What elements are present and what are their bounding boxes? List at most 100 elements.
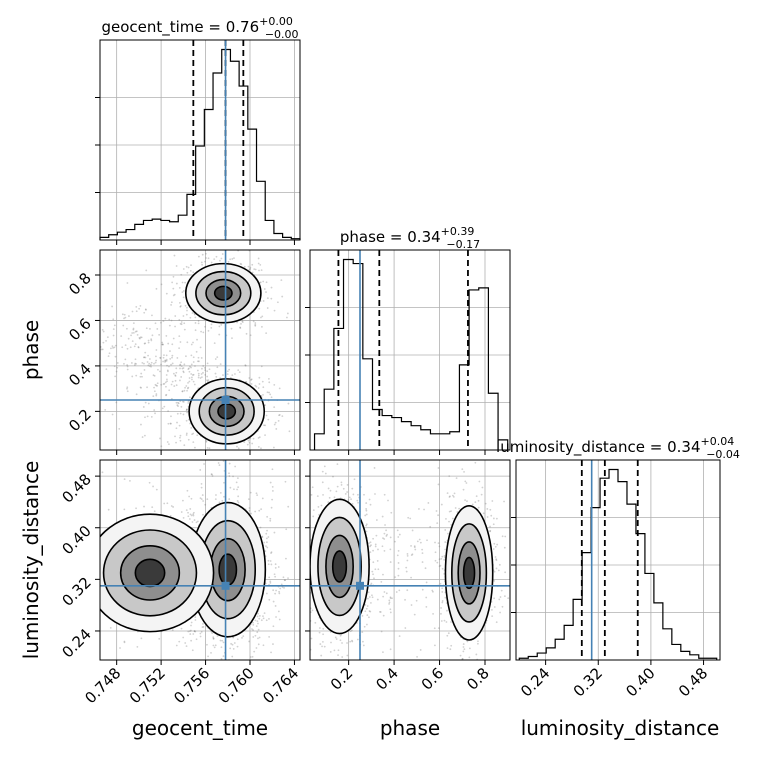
- scatter-point: [474, 501, 477, 504]
- scatter-point: [130, 334, 132, 337]
- scatter-point: [269, 580, 272, 583]
- scatter-point: [269, 581, 272, 584]
- scatter-point: [440, 557, 443, 560]
- scatter-point: [462, 646, 465, 648]
- scatter-point: [243, 441, 246, 443]
- scatter-point: [389, 608, 392, 611]
- scatter-point: [189, 513, 192, 516]
- scatter-point: [405, 570, 408, 573]
- scatter-point: [474, 461, 477, 464]
- scatter-point: [494, 545, 497, 548]
- scatter-point: [155, 384, 158, 387]
- scatter-point: [204, 369, 207, 372]
- scatter-point: [194, 322, 197, 324]
- scatter-point: [192, 511, 195, 514]
- scatter-point: [150, 361, 153, 364]
- truth-marker: [221, 396, 230, 404]
- scatter-point: [278, 618, 281, 621]
- scatter-point: [116, 362, 119, 364]
- scatter-point: [270, 286, 273, 289]
- scatter-point: [200, 373, 203, 375]
- scatter-point: [497, 569, 500, 572]
- scatter-point: [214, 644, 217, 647]
- scatter-point: [121, 665, 123, 667]
- scatter-point: [266, 307, 269, 309]
- panel-geocent-time-vs-phase: 0.2 0.4 0.6 0.8: [65, 249, 301, 455]
- scatter-point: [306, 511, 308, 513]
- scatter-point: [137, 346, 140, 348]
- scatter-point: [344, 493, 347, 495]
- scatter-point: [211, 473, 213, 476]
- scatter-point: [111, 413, 114, 416]
- scatter-point: [179, 434, 182, 437]
- scatter-point: [260, 447, 262, 450]
- scatter-point: [486, 508, 489, 510]
- scatter-point: [230, 642, 233, 645]
- scatter-point: [133, 345, 136, 348]
- scatter-point: [493, 597, 496, 600]
- scatter-point: [374, 493, 376, 495]
- scatter-point: [144, 308, 147, 311]
- scatter-point: [346, 654, 349, 657]
- scatter-point: [125, 327, 128, 330]
- scatter-point: [207, 257, 210, 260]
- scatter-point: [275, 616, 277, 618]
- scatter-point: [271, 498, 274, 501]
- scatter-point: [398, 635, 401, 638]
- scatter-point: [438, 545, 441, 548]
- scatter-point: [254, 634, 257, 637]
- scatter-point: [257, 257, 260, 260]
- scatter-point: [372, 573, 374, 576]
- scatter-point: [178, 347, 181, 350]
- scatter-point: [180, 405, 183, 408]
- scatter-point: [312, 448, 314, 450]
- scatter-point: [162, 360, 164, 363]
- scatter-point: [380, 630, 383, 633]
- scatter-point: [312, 515, 315, 518]
- scatter-point: [258, 617, 261, 620]
- scatter-point: [369, 610, 372, 613]
- scatter-point: [349, 630, 352, 633]
- scatter-point: [410, 576, 412, 579]
- scatter-point: [434, 551, 437, 554]
- scatter-point: [202, 365, 205, 367]
- scatter-point: [231, 452, 233, 454]
- scatter-point: [273, 309, 276, 312]
- scatter-point: [310, 493, 313, 496]
- scatter-point: [59, 623, 61, 625]
- scatter-point: [189, 422, 191, 425]
- scatter-point: [346, 642, 348, 644]
- scatter-point: [214, 358, 217, 360]
- scatter-point: [252, 320, 255, 323]
- scatter-point: [269, 393, 272, 396]
- scatter-point: [179, 322, 182, 325]
- scatter-point: [168, 318, 171, 321]
- scatter-point: [258, 509, 261, 512]
- scatter-point: [389, 596, 392, 599]
- scatter-point: [155, 287, 158, 290]
- scatter-point: [83, 651, 85, 653]
- scatter-point: [190, 621, 193, 624]
- scatter-point: [292, 560, 294, 562]
- scatter-point: [210, 326, 213, 329]
- scatter-point: [107, 508, 110, 511]
- scatter-point: [205, 252, 207, 255]
- scatter-point: [489, 529, 492, 532]
- scatter-point: [382, 573, 384, 576]
- scatter-point: [256, 494, 259, 496]
- scatter-point: [318, 631, 321, 634]
- scatter-point: [260, 269, 263, 272]
- scatter-point: [146, 361, 149, 363]
- scatter-point: [161, 343, 164, 346]
- scatter-point: [503, 595, 506, 598]
- scatter-point: [320, 654, 323, 657]
- scatter-point: [390, 511, 393, 514]
- scatter-point: [199, 346, 202, 349]
- scatter-point: [305, 572, 307, 574]
- scatter-point: [97, 565, 99, 567]
- scatter-point: [180, 323, 183, 326]
- scatter-point: [376, 560, 379, 562]
- scatter-point: [140, 637, 143, 640]
- scatter-point: [82, 665, 84, 667]
- scatter-point: [318, 627, 321, 629]
